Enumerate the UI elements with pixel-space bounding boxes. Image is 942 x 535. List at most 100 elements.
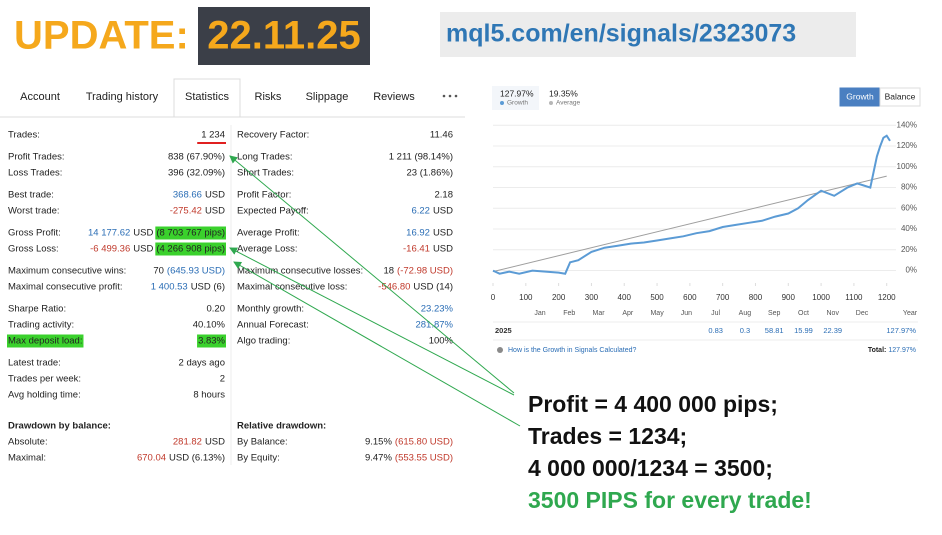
tab[interactable]: Statistics: [185, 91, 230, 103]
y-tick-label: 80%: [901, 183, 917, 192]
stat-label: Maximum consecutive wins:: [8, 266, 126, 277]
growth-line: [492, 134, 891, 275]
stat-value: -546.80: [378, 282, 410, 293]
y-tick-label: 140%: [897, 120, 917, 129]
stat-value: 23.23%: [421, 304, 454, 315]
stat-label: Profit Factor:: [237, 190, 291, 201]
help-link[interactable]: How is the Growth in Signals Calculated?: [508, 347, 637, 354]
y-tick-label: 120%: [897, 141, 917, 150]
stat-label: Avg holding time:: [8, 390, 81, 401]
stat-label: Max deposit load:: [8, 336, 82, 347]
tab[interactable]: Account: [20, 91, 60, 103]
tab[interactable]: Slippage: [306, 91, 349, 103]
stat-label: Maximal consecutive loss:: [237, 282, 347, 293]
stat-value: (645.93 USD): [167, 266, 225, 277]
stat-label: By Balance:: [237, 437, 288, 448]
month-label: Sep: [768, 310, 781, 317]
signal-url: mql5.com/en/signals/2323073: [446, 20, 796, 48]
stat-label: Recovery Factor:: [237, 130, 309, 141]
annotation: 3500 PIPS for every trade!: [528, 487, 812, 513]
stat-value: 8 hours: [193, 390, 225, 401]
stat-value: 11.46: [430, 130, 453, 141]
stat-value: USD (14): [413, 282, 453, 293]
arrow: [229, 247, 515, 396]
stat-value: 9.47%: [365, 453, 392, 464]
x-tick-label: 1100: [845, 293, 863, 302]
stat-value: -275.42: [170, 206, 202, 217]
dot: [448, 94, 452, 98]
stat-value: 100%: [429, 336, 454, 347]
stat-label: Sharpe Ratio:: [8, 304, 66, 315]
stat-value: 2: [220, 374, 225, 385]
month-label: Mar: [593, 310, 606, 317]
stat-label: Average Loss:: [237, 244, 298, 255]
date-box: [198, 7, 370, 65]
stat-value: (553.55 USD): [395, 453, 453, 464]
stat-value: 368.66: [173, 190, 202, 201]
stat-label: Long Trades:: [237, 152, 292, 163]
stat-label: Annual Forecast:: [237, 320, 309, 331]
stat-label: Trading activity:: [8, 320, 74, 331]
stat-value: 670.04: [137, 453, 166, 464]
stat-label: Worst trade:: [8, 206, 60, 217]
stat-value: USD: [433, 244, 453, 255]
x-tick-label: 600: [683, 293, 697, 302]
year-label: 2025: [495, 326, 512, 335]
stat-value: USD (6): [191, 282, 225, 293]
stat-value: USD: [133, 244, 153, 255]
total-label: Total:: [868, 347, 887, 354]
x-tick-label: 1000: [812, 293, 830, 302]
update-label: UPDATE:: [14, 14, 189, 58]
stat-label: Average Profit:: [237, 228, 300, 239]
stat-label: Loss Trades:: [8, 168, 62, 179]
x-tick-label: 100: [519, 293, 533, 302]
stat-value: USD: [205, 437, 225, 448]
x-tick-label: 900: [782, 293, 796, 302]
update-date: 22.11.25: [207, 14, 361, 58]
x-tick-label: 1200: [878, 293, 896, 302]
section-heading: Relative drawdown:: [237, 421, 326, 432]
year-header: Year: [903, 310, 918, 317]
stat-value: -6 499.36: [90, 244, 130, 255]
stat-label: Maximal:: [8, 453, 46, 464]
legend-value: 127.97%: [500, 88, 534, 98]
tab[interactable]: Risks: [255, 91, 282, 103]
highlight: [155, 226, 226, 240]
stat-value: 14 177.62: [88, 228, 130, 239]
stat-value: USD: [133, 228, 153, 239]
legend-dot: [549, 101, 553, 105]
y-tick-label: 0%: [905, 266, 917, 275]
toggle-label[interactable]: Growth: [846, 91, 874, 101]
arrow: [233, 261, 521, 427]
stat-value: USD (6.13%): [169, 453, 225, 464]
dot: [442, 94, 446, 98]
stat-label: Gross Profit:: [8, 228, 61, 239]
stat-label: Trades per week:: [8, 374, 81, 385]
tab[interactable]: Trading history: [86, 91, 159, 103]
x-tick-label: 300: [585, 293, 599, 302]
more-tabs[interactable]: [442, 94, 458, 98]
url-box: [440, 12, 856, 57]
stat-value: 281.87%: [415, 320, 453, 331]
stat-label: Short Trades:: [237, 168, 294, 179]
month-growth: 0.83: [708, 326, 723, 335]
highlight: [155, 242, 226, 256]
stat-value: 40.10%: [193, 320, 226, 331]
legend-dot: [500, 101, 504, 105]
stat-value: -16.41: [403, 244, 430, 255]
x-tick-label: 0: [491, 293, 496, 302]
x-tick-label: 200: [552, 293, 566, 302]
stat-label: Gross Loss:: [8, 244, 59, 255]
stat-value: USD: [205, 190, 225, 201]
info-icon: [497, 347, 503, 353]
month-label: Jan: [534, 310, 545, 317]
toggle-label[interactable]: Balance: [885, 91, 916, 101]
x-tick-label: 400: [618, 293, 632, 302]
tab[interactable]: Reviews: [373, 91, 415, 103]
arrow: [229, 155, 515, 394]
stat-value: 838 (67.90%): [168, 152, 225, 163]
month-label: Nov: [827, 310, 840, 317]
toggle-button[interactable]: [879, 87, 921, 107]
stat-value: 9.15%: [365, 437, 392, 448]
